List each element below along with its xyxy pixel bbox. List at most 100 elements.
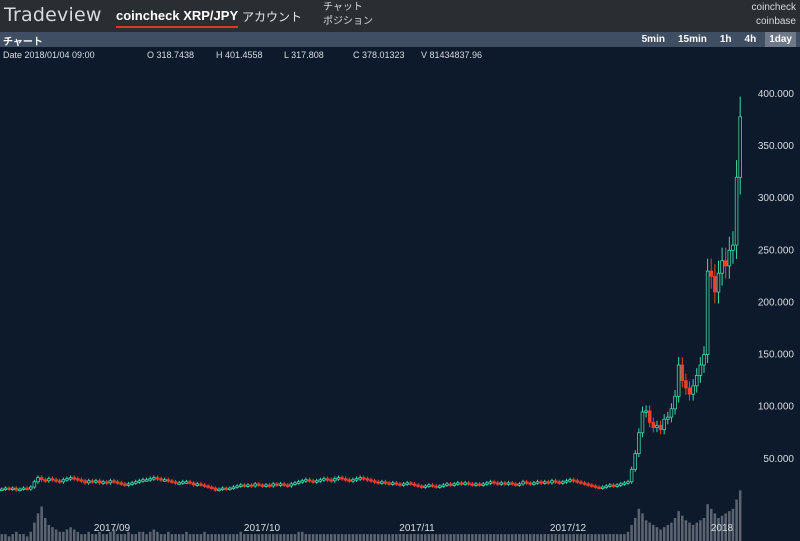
volume-bar bbox=[568, 534, 572, 541]
volume-bar bbox=[105, 534, 109, 541]
candle-down bbox=[112, 480, 116, 483]
candle-down bbox=[347, 479, 352, 482]
candle-down bbox=[115, 481, 120, 484]
tab-pair-xrp-jpy[interactable]: coincheck XRP/JPY bbox=[116, 8, 239, 28]
volume-bar bbox=[134, 534, 137, 541]
interval-15min[interactable]: 15min bbox=[677, 34, 707, 45]
x-tick-label: 2018 bbox=[711, 523, 734, 534]
interval-1day[interactable]: 1day bbox=[765, 32, 796, 47]
interval-4h[interactable]: 4h bbox=[744, 34, 757, 45]
volume-bar bbox=[659, 529, 662, 541]
candle-down bbox=[90, 480, 95, 483]
candle-down bbox=[97, 480, 102, 484]
volume-bar bbox=[91, 534, 94, 541]
volume-bar bbox=[724, 513, 727, 541]
interval-5min[interactable]: 5min bbox=[641, 34, 665, 45]
candle-down bbox=[387, 482, 391, 485]
volume-bar bbox=[467, 534, 470, 541]
candle-up bbox=[691, 385, 695, 395]
volume-bar bbox=[329, 534, 333, 541]
volume-bar bbox=[304, 534, 308, 541]
candle-up bbox=[148, 478, 152, 481]
candle-up bbox=[10, 487, 15, 490]
menu-item-position[interactable]: ポジション bbox=[323, 16, 373, 27]
volume-bar bbox=[195, 534, 199, 541]
candle-up bbox=[720, 260, 724, 274]
candle-down bbox=[528, 482, 533, 485]
volume-bar bbox=[471, 534, 474, 541]
volume-bar bbox=[684, 520, 688, 541]
candle-up bbox=[521, 481, 525, 485]
volume-bar bbox=[514, 534, 518, 541]
volume-bar bbox=[431, 534, 434, 541]
exchange-coinbase[interactable]: coinbase bbox=[755, 16, 796, 27]
candle-up bbox=[618, 483, 623, 486]
volume-bar bbox=[633, 518, 637, 541]
volume-bar bbox=[485, 534, 489, 541]
candle-up bbox=[456, 482, 460, 485]
volume-bar bbox=[181, 534, 185, 541]
brand-logo[interactable]: Tradeview bbox=[4, 4, 102, 26]
volume-bar bbox=[177, 534, 181, 541]
candle-up bbox=[314, 480, 319, 483]
volume-bar bbox=[576, 534, 579, 541]
volume-bar bbox=[80, 534, 83, 541]
candle-up bbox=[669, 408, 674, 418]
candle-down bbox=[651, 421, 656, 428]
volume-bar bbox=[688, 522, 691, 541]
candle-down bbox=[209, 486, 214, 489]
candle-down bbox=[369, 479, 373, 482]
candle-up bbox=[94, 480, 98, 483]
volume-bar bbox=[623, 534, 626, 541]
candle-up bbox=[608, 484, 612, 487]
volume-bar bbox=[192, 534, 195, 541]
volume-bar bbox=[221, 534, 224, 541]
candle-down bbox=[249, 484, 254, 487]
volume-bar bbox=[40, 506, 43, 541]
candlestick-chart[interactable]: 50.000 100.000 150.000 200.000 250.000 300.00… bbox=[0, 63, 800, 541]
candle-down bbox=[593, 485, 598, 488]
y-tick-label: 150.000 bbox=[758, 350, 795, 361]
candle-down bbox=[687, 387, 692, 395]
candle-up bbox=[437, 485, 442, 488]
volume-bar bbox=[438, 534, 442, 541]
tab-account[interactable]: アカウント bbox=[242, 10, 303, 24]
exchange-coincheck[interactable]: coincheck bbox=[751, 2, 796, 13]
candle-up bbox=[3, 487, 8, 490]
candle-down bbox=[282, 483, 286, 486]
candle-up bbox=[322, 478, 326, 481]
candles bbox=[0, 96, 742, 492]
interval-1h[interactable]: 1h bbox=[719, 34, 732, 45]
volume-bar bbox=[673, 518, 677, 541]
volume-bar bbox=[308, 534, 311, 541]
volume-bar bbox=[145, 534, 148, 541]
candle-up bbox=[542, 481, 547, 484]
volume-bar bbox=[713, 513, 717, 541]
volume-bar bbox=[217, 534, 221, 541]
candle-down bbox=[105, 481, 109, 484]
candle-down bbox=[723, 260, 728, 267]
candle-up bbox=[727, 249, 732, 267]
volume-bar bbox=[380, 534, 384, 541]
volume-bar bbox=[561, 534, 565, 541]
volume-bar bbox=[47, 524, 51, 541]
candle-down bbox=[343, 478, 348, 481]
menu-item-chat[interactable]: チャット bbox=[323, 2, 363, 13]
candle-up bbox=[731, 244, 735, 251]
candle-up bbox=[264, 484, 268, 487]
candle-down bbox=[119, 482, 124, 485]
volume-bar bbox=[4, 534, 7, 541]
candle-down bbox=[539, 481, 543, 484]
candle-down bbox=[191, 482, 196, 486]
volume-bar bbox=[235, 534, 239, 541]
candle-down bbox=[50, 478, 55, 481]
candle-down bbox=[586, 483, 590, 486]
volume-bar bbox=[127, 531, 130, 541]
volume-bar bbox=[543, 534, 547, 541]
candle-down bbox=[14, 487, 19, 491]
candle-up bbox=[702, 354, 706, 366]
volume-bar bbox=[65, 529, 69, 541]
volume-bar bbox=[594, 534, 597, 541]
volume-bar bbox=[112, 529, 116, 541]
price-chart[interactable]: 50.000 100.000 150.000 200.000 250.000 300.00… bbox=[0, 63, 800, 541]
